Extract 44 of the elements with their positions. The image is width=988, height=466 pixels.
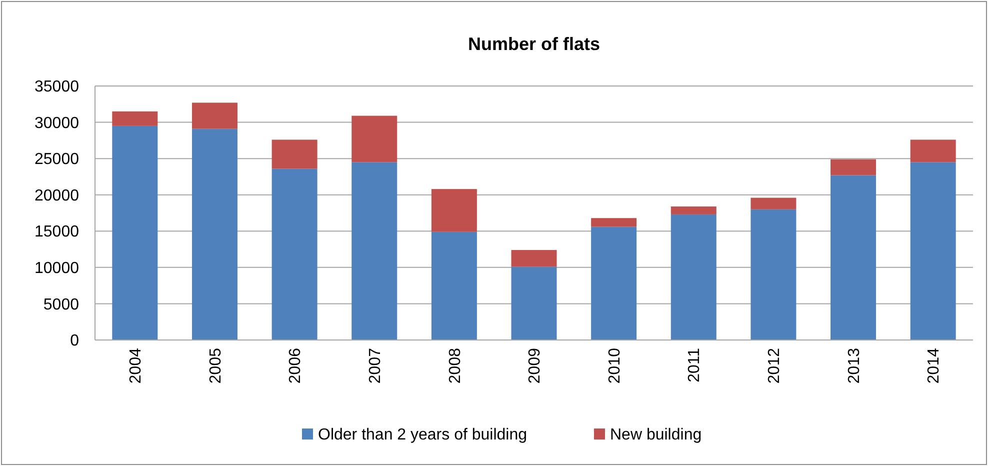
bar <box>670 206 716 214</box>
x-tick-label: 2014 <box>926 348 943 384</box>
x-tick-label: 2004 <box>128 348 145 384</box>
bar <box>830 175 876 340</box>
bar <box>192 102 238 129</box>
legend-label: Older than 2 years of building <box>318 426 528 444</box>
y-tick-label: 30000 <box>34 114 80 132</box>
bar <box>352 116 398 162</box>
bar <box>670 214 716 340</box>
y-tick-label: 20000 <box>34 187 80 204</box>
bar <box>511 250 557 267</box>
bar <box>431 189 477 232</box>
x-tick-label: 2006 <box>287 348 304 384</box>
bar <box>352 162 398 340</box>
x-tick-label: 2008 <box>446 348 464 384</box>
y-tick-label: 25000 <box>34 151 80 168</box>
bar <box>591 226 637 340</box>
y-tick-label: 5000 <box>43 296 80 314</box>
y-tick-label: 15000 <box>34 224 80 241</box>
y-tick-label: 10000 <box>34 260 80 278</box>
bar <box>750 209 796 340</box>
x-tick-label: 2011 <box>686 348 704 382</box>
bar <box>272 140 318 169</box>
legend-label: New building <box>610 426 702 444</box>
y-tick-label: 35000 <box>34 78 80 96</box>
x-tick-label: 2013 <box>846 348 863 384</box>
bar <box>910 162 956 340</box>
bar <box>431 232 477 340</box>
bar <box>112 111 158 126</box>
bar <box>272 168 318 340</box>
x-tick-label: 2009 <box>526 348 544 384</box>
bar <box>511 266 557 340</box>
bar <box>910 140 956 162</box>
bar <box>112 126 158 340</box>
x-tick-label: 2007 <box>366 348 384 384</box>
x-tick-label: 2012 <box>766 348 784 384</box>
bar <box>192 128 238 340</box>
y-tick-label: 0 <box>70 332 80 350</box>
x-tick-label: 2005 <box>207 348 224 384</box>
bar <box>591 218 637 227</box>
bar <box>750 198 796 210</box>
x-tick-label: 2010 <box>606 348 624 384</box>
chart-title: Number of flats <box>468 34 600 54</box>
bar <box>830 159 876 176</box>
